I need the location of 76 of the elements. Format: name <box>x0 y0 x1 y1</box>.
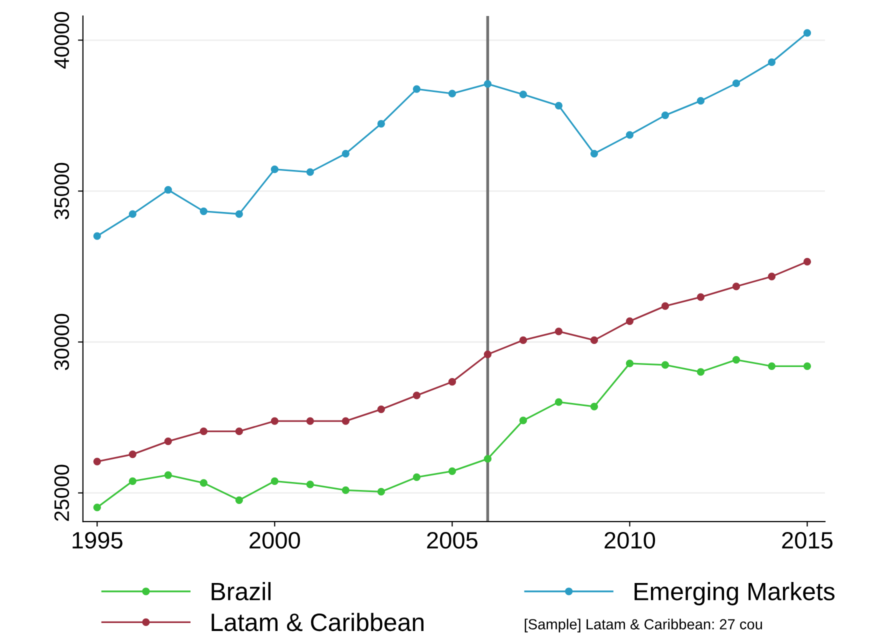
point <box>412 473 420 482</box>
point <box>803 258 812 266</box>
legend-label: Emerging Markets <box>634 582 835 606</box>
point <box>200 428 208 436</box>
point <box>661 361 670 369</box>
point <box>696 368 705 376</box>
point <box>732 282 740 290</box>
point <box>484 80 492 88</box>
point <box>200 207 208 216</box>
point <box>270 477 278 485</box>
point <box>128 210 136 218</box>
point <box>696 293 705 301</box>
point <box>803 29 812 37</box>
point <box>554 328 563 336</box>
point <box>554 398 563 406</box>
point <box>128 450 136 458</box>
point <box>626 131 634 139</box>
legend-label: Brazil <box>212 582 271 600</box>
point <box>732 356 740 364</box>
point <box>448 378 456 386</box>
point <box>164 186 172 194</box>
point <box>768 272 776 280</box>
point <box>164 471 172 479</box>
point <box>590 402 598 410</box>
point <box>128 477 136 485</box>
point <box>342 486 350 494</box>
point <box>306 417 314 425</box>
point <box>484 350 492 358</box>
point <box>342 150 350 158</box>
point <box>342 417 350 425</box>
point <box>200 479 208 487</box>
point <box>235 428 243 436</box>
point <box>519 336 528 344</box>
point <box>93 458 101 466</box>
point <box>377 488 385 496</box>
x-tick-label: 2005 <box>427 532 478 549</box>
x-tick-label: 1995 <box>72 532 122 549</box>
x-tick-label: 2010 <box>604 532 656 549</box>
text: [Sample] Latam & Caribbean: 27 cou <box>524 618 762 632</box>
point <box>626 317 634 325</box>
x-tick-label: 2000 <box>250 532 300 549</box>
point <box>377 405 385 414</box>
point <box>768 362 776 370</box>
point <box>590 150 598 158</box>
point <box>661 111 670 120</box>
point <box>484 454 492 463</box>
point <box>306 168 314 176</box>
legend-label: Latam & Caribbean <box>212 612 424 632</box>
point <box>661 302 670 310</box>
y-tick-label: 30000 <box>54 314 70 370</box>
point <box>768 58 776 66</box>
point <box>412 392 420 400</box>
point <box>696 97 705 105</box>
x-tick-label: 2015 <box>782 532 833 549</box>
point <box>306 480 314 488</box>
point <box>626 360 634 368</box>
y-tick-label: 25000 <box>54 464 70 521</box>
point <box>732 79 740 88</box>
point <box>93 232 101 240</box>
point <box>412 85 420 93</box>
point <box>270 417 278 425</box>
point <box>448 90 456 98</box>
point <box>270 166 278 174</box>
point <box>590 336 598 344</box>
point <box>377 120 385 128</box>
point <box>164 437 172 446</box>
point <box>448 467 456 476</box>
point <box>803 362 812 370</box>
point <box>519 90 528 98</box>
point <box>235 210 243 218</box>
y-tick-label: 40000 <box>54 12 70 69</box>
point <box>554 102 563 110</box>
point <box>235 496 243 504</box>
y-tick-label: 35000 <box>54 162 70 220</box>
point <box>93 504 101 512</box>
point <box>519 416 528 424</box>
